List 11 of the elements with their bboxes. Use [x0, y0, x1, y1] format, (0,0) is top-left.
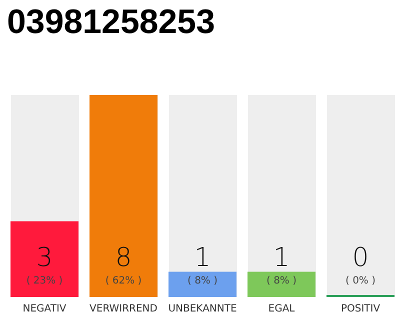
chart-title: 03981258253	[7, 3, 216, 41]
data-label: 1 ( 8% )	[266, 243, 297, 286]
x-tick-label: POSITIV	[340, 304, 380, 314]
data-label: 0 ( 0% )	[345, 243, 376, 286]
x-tick-label: NEGATIV	[22, 304, 66, 314]
data-label: 8 ( 62% )	[105, 243, 142, 286]
data-label: 3 ( 23% )	[26, 243, 63, 286]
x-tick-label: EGAL	[268, 304, 296, 314]
x-tick-label: VERWIRREND	[90, 304, 158, 314]
x-tick-label: UNBEKANNTE	[168, 304, 237, 314]
data-label: 1 ( 8% )	[187, 243, 218, 286]
